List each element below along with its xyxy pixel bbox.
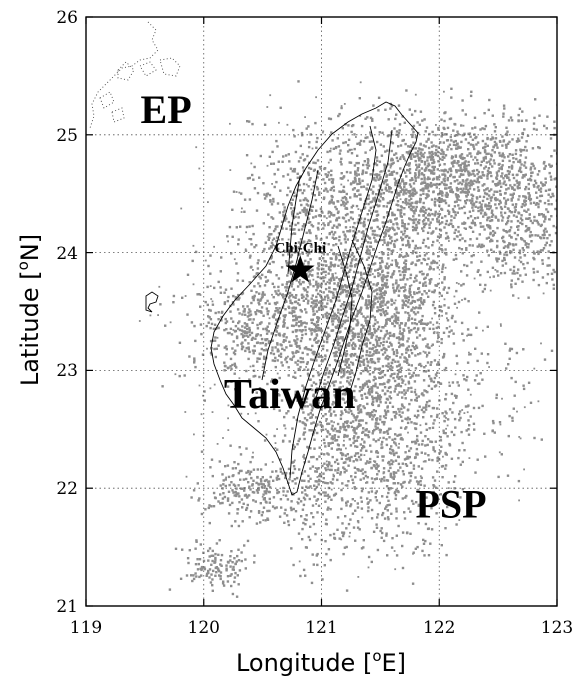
y-tick-label-23: 23 (56, 361, 78, 381)
y-tick-label-22: 22 (56, 479, 78, 499)
x-tick-label-123: 123 (541, 618, 573, 638)
fault-trace (287, 175, 301, 275)
seismicity-points (138, 80, 557, 598)
region-label-ep: EP (141, 87, 192, 132)
mainland-coastline (89, 21, 181, 129)
taiwan-coastline (210, 101, 419, 496)
epicenter-star-icon (286, 255, 315, 283)
epicenter-label: Chi-Chi (274, 240, 326, 256)
x-tick-label-119: 119 (70, 618, 102, 638)
x-tick-label-122: 122 (423, 618, 455, 638)
y-axis-label: Latitude [oN] (14, 234, 44, 386)
central-range-line-2 (315, 129, 393, 399)
region-label-psp: PSP (415, 482, 486, 527)
grid-lines (86, 17, 557, 606)
y-tick-label-25: 25 (56, 126, 78, 146)
x-tick-labels: 119 120 121 122 123 (70, 618, 573, 638)
penghu-coastline (145, 291, 159, 313)
y-tick-labels: 21 22 23 24 25 26 (56, 8, 78, 617)
coastline (145, 101, 419, 496)
central-range-line-4 (347, 239, 373, 399)
y-tick-label-26: 26 (56, 8, 78, 28)
x-tick-label-120: 120 (188, 618, 220, 638)
central-range-line-5 (337, 245, 353, 377)
y-tick-label-24: 24 (56, 244, 78, 264)
epicenter-marker: Chi-Chi (274, 240, 326, 283)
central-range-line-1 (289, 125, 377, 479)
tick-marks (85, 16, 558, 607)
y-tick-label-21: 21 (56, 597, 78, 617)
x-tick-label-121: 121 (305, 618, 337, 638)
region-label-taiwan: Taiwan (224, 372, 356, 418)
central-range-line-3 (261, 169, 319, 381)
x-axis-label: Longitude [oE] (236, 647, 406, 677)
